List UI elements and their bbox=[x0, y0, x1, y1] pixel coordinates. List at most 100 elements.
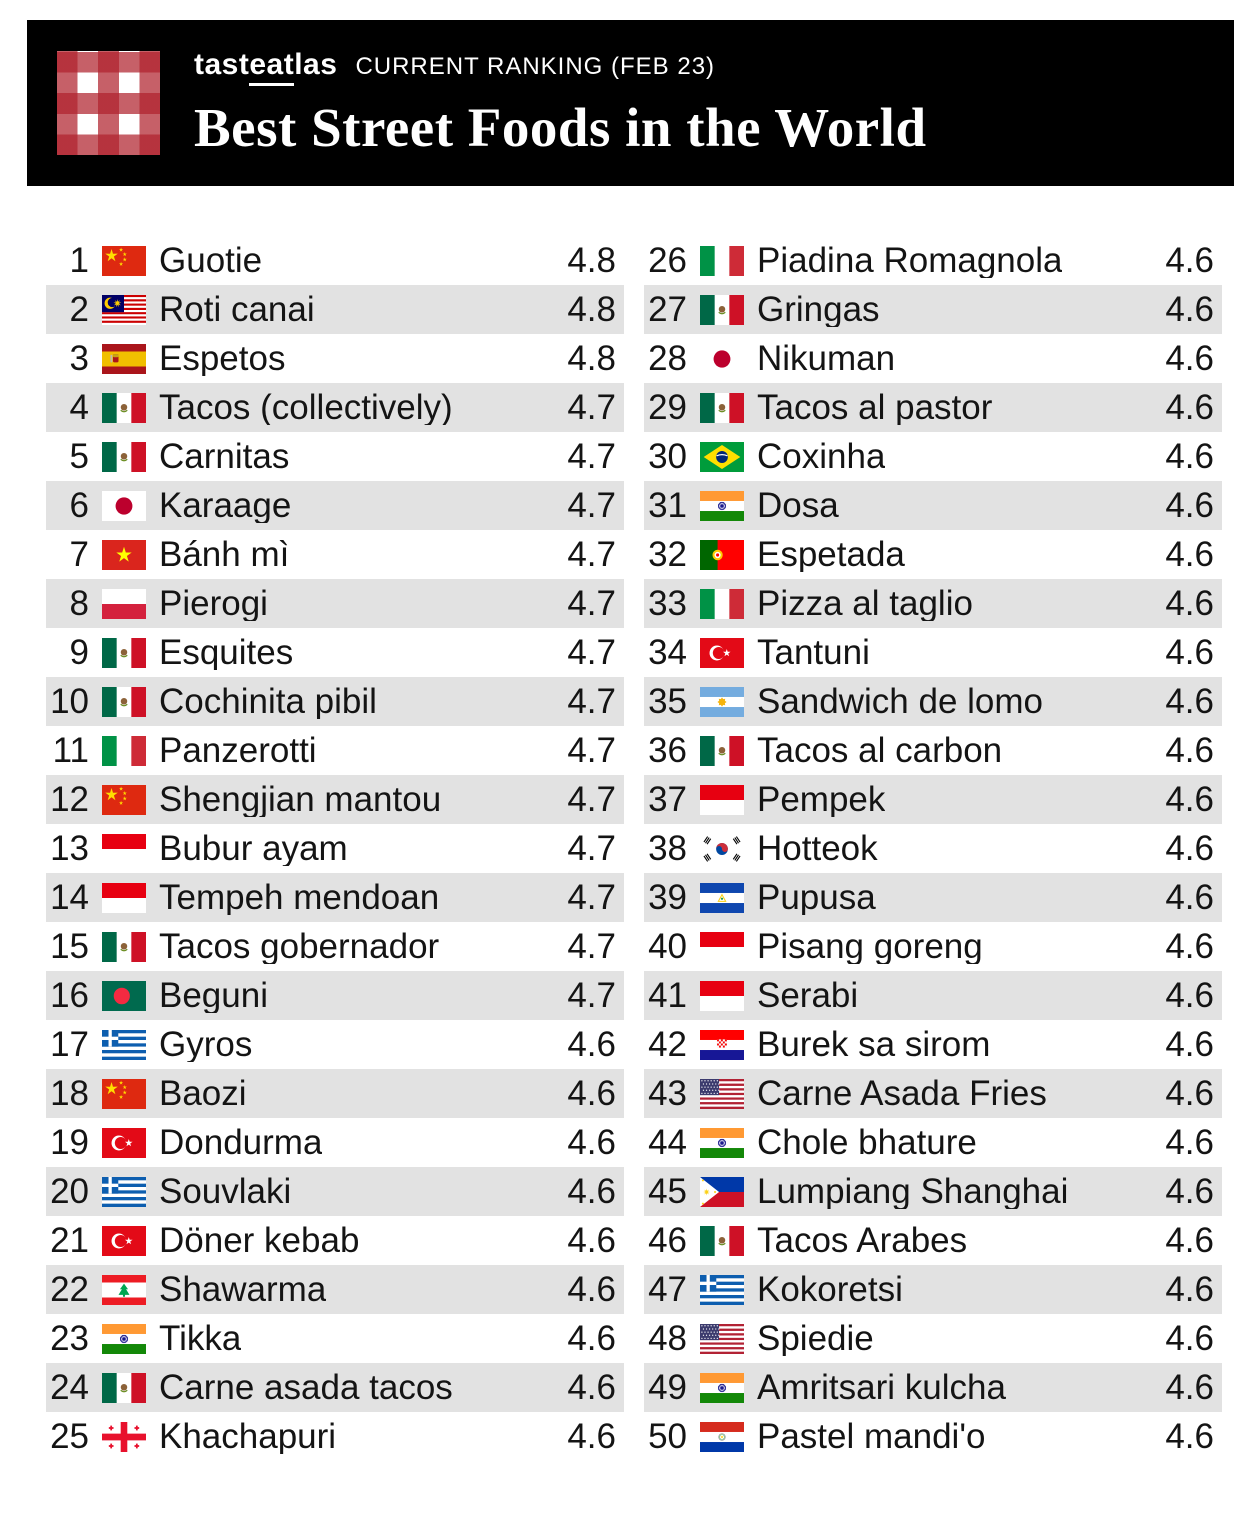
flag-poland-icon bbox=[102, 588, 146, 619]
rank: 49 bbox=[648, 1368, 687, 1407]
rank: 23 bbox=[50, 1319, 89, 1358]
rank: 34 bbox=[648, 633, 687, 672]
rank: 31 bbox=[648, 486, 687, 525]
flag-south-korea-icon bbox=[700, 833, 744, 864]
food-name: Pizza al taglio bbox=[757, 586, 973, 621]
rating: 4.6 bbox=[1165, 1270, 1214, 1309]
rating: 4.7 bbox=[567, 976, 616, 1015]
list-item: 22 Shawarma 4.6 bbox=[46, 1265, 624, 1314]
rating: 4.6 bbox=[1165, 1074, 1214, 1113]
rank: 6 bbox=[69, 486, 89, 525]
flag-philippines-icon bbox=[700, 1176, 744, 1207]
food-name: Amritsari kulcha bbox=[757, 1370, 1006, 1405]
rating: 4.7 bbox=[567, 682, 616, 721]
rank: 10 bbox=[50, 682, 89, 721]
food-name: Serabi bbox=[757, 978, 859, 1013]
rank: 47 bbox=[648, 1270, 687, 1309]
rating: 4.6 bbox=[567, 1172, 616, 1211]
rating: 4.6 bbox=[1165, 976, 1214, 1015]
food-name: Guotie bbox=[159, 243, 263, 278]
food-name: Tacos (collectively) bbox=[159, 390, 453, 425]
rank: 50 bbox=[648, 1417, 687, 1456]
flag-greece-icon bbox=[700, 1274, 744, 1305]
list-item: 6 Karaage 4.7 bbox=[46, 481, 624, 530]
list-item: 2 Roti canai 4.8 bbox=[46, 285, 624, 334]
flag-italy-icon bbox=[102, 735, 146, 766]
flag-mexico-icon bbox=[102, 392, 146, 423]
rating: 4.6 bbox=[1165, 633, 1214, 672]
rating: 4.6 bbox=[1165, 437, 1214, 476]
rating: 4.6 bbox=[1165, 878, 1214, 917]
rating: 4.6 bbox=[1165, 1172, 1214, 1211]
list-item: 30 Coxinha 4.6 bbox=[644, 432, 1222, 481]
flag-china-icon bbox=[102, 784, 146, 815]
list-item: 44 Chole bhature 4.6 bbox=[644, 1118, 1222, 1167]
tasteatlas-wordmark: tasteatlas bbox=[194, 48, 337, 86]
food-name: Tacos al pastor bbox=[757, 390, 993, 425]
rating: 4.6 bbox=[567, 1221, 616, 1260]
rating: 4.6 bbox=[567, 1025, 616, 1064]
list-item: 3 Espetos 4.8 bbox=[46, 334, 624, 383]
list-item: 11 Panzerotti 4.7 bbox=[46, 726, 624, 775]
rating: 4.8 bbox=[567, 290, 616, 329]
rating: 4.7 bbox=[567, 584, 616, 623]
food-name: Carnitas bbox=[159, 439, 290, 474]
list-item: 27 Gringas 4.6 bbox=[644, 285, 1222, 334]
rank: 35 bbox=[648, 682, 687, 721]
food-name: Karaage bbox=[159, 488, 292, 523]
food-name: Pierogi bbox=[159, 586, 268, 621]
food-name: Gringas bbox=[757, 292, 880, 327]
rating: 4.6 bbox=[567, 1270, 616, 1309]
rating: 4.6 bbox=[1165, 1221, 1214, 1260]
food-name: Tacos gobernador bbox=[159, 929, 440, 964]
food-name: Carne Asada Fries bbox=[757, 1076, 1047, 1111]
rank: 39 bbox=[648, 878, 687, 917]
rating: 4.7 bbox=[567, 486, 616, 525]
list-item: 37 Pempek 4.6 bbox=[644, 775, 1222, 824]
food-name: Chole bhature bbox=[757, 1125, 977, 1160]
rank: 19 bbox=[50, 1123, 89, 1162]
rating: 4.7 bbox=[567, 437, 616, 476]
rank: 20 bbox=[50, 1172, 89, 1211]
flag-united-states-icon bbox=[700, 1323, 744, 1354]
ranking-list: 1 Guotie 4.8 2 Roti canai 4.8 3 Espetos 4.8 4 Taco… bbox=[46, 236, 1222, 1461]
rank: 24 bbox=[50, 1368, 89, 1407]
banner-text: tasteatlas CURRENT RANKING (FEB 23) Best… bbox=[194, 48, 927, 159]
food-name: Dosa bbox=[757, 488, 839, 523]
rank: 16 bbox=[50, 976, 89, 1015]
rating: 4.6 bbox=[1165, 1368, 1214, 1407]
flag-vietnam-icon bbox=[102, 539, 146, 570]
rank: 42 bbox=[648, 1025, 687, 1064]
flag-bangladesh-icon bbox=[102, 980, 146, 1011]
flag-greece-icon bbox=[102, 1029, 146, 1060]
rank: 11 bbox=[52, 731, 89, 770]
rating: 4.7 bbox=[567, 927, 616, 966]
rank: 8 bbox=[69, 584, 89, 623]
list-item: 34 Tantuni 4.6 bbox=[644, 628, 1222, 677]
rank: 41 bbox=[648, 976, 687, 1015]
rating: 4.8 bbox=[567, 241, 616, 280]
rating: 4.6 bbox=[1165, 290, 1214, 329]
flag-china-icon bbox=[102, 1078, 146, 1109]
food-name: Tacos Arabes bbox=[757, 1223, 968, 1258]
food-name: Pempek bbox=[757, 782, 886, 817]
rank: 33 bbox=[648, 584, 687, 623]
list-item: 14 Tempeh mendoan 4.7 bbox=[46, 873, 624, 922]
rating: 4.6 bbox=[567, 1417, 616, 1456]
rating: 4.6 bbox=[567, 1319, 616, 1358]
food-name: Gyros bbox=[159, 1027, 253, 1062]
flag-georgia-icon bbox=[102, 1421, 146, 1452]
flag-spain-icon bbox=[102, 343, 146, 374]
list-item: 25 Khachapuri 4.6 bbox=[46, 1412, 624, 1461]
rating: 4.7 bbox=[567, 731, 616, 770]
food-name: Spiedie bbox=[757, 1321, 874, 1356]
flag-turkey-icon bbox=[102, 1127, 146, 1158]
flag-mexico-icon bbox=[102, 931, 146, 962]
brand-pre: tast bbox=[194, 47, 250, 81]
list-item: 23 Tikka 4.6 bbox=[46, 1314, 624, 1363]
rating: 4.6 bbox=[1165, 388, 1214, 427]
list-item: 7 Bánh mì 4.7 bbox=[46, 530, 624, 579]
food-name: Coxinha bbox=[757, 439, 886, 474]
rating: 4.6 bbox=[1165, 486, 1214, 525]
list-item: 41 Serabi 4.6 bbox=[644, 971, 1222, 1020]
